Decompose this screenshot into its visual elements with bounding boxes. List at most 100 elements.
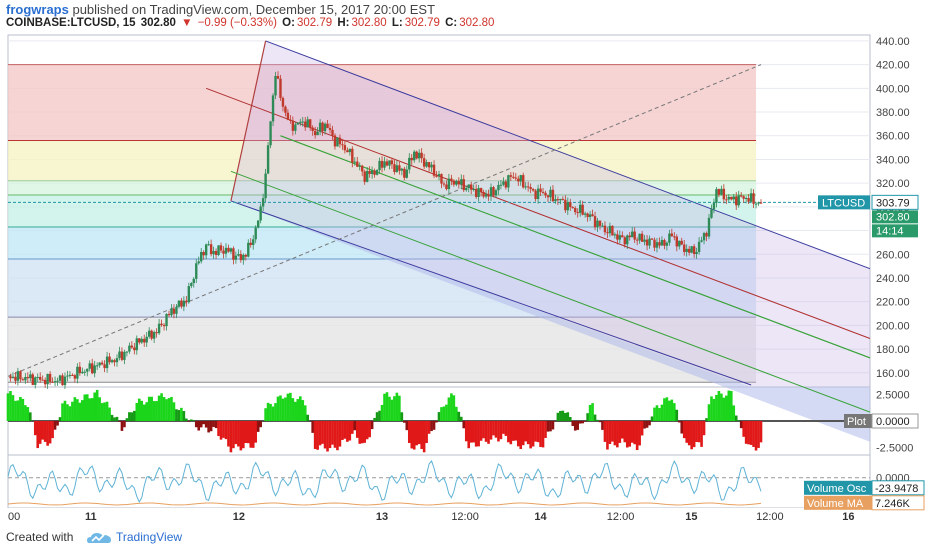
candle-body: [628, 235, 631, 238]
candle-body: [348, 148, 352, 153]
candle-body: [735, 196, 738, 206]
histogram-bar: [251, 421, 255, 448]
histogram-bar: [603, 421, 607, 442]
candle-body: [321, 122, 324, 132]
candle-body: [739, 195, 743, 197]
candle-body: [333, 135, 337, 147]
candle-body: [48, 373, 52, 382]
candle-body: [204, 244, 208, 256]
histogram-bar: [199, 421, 203, 428]
candle-body: [29, 374, 32, 379]
candle-body: [284, 106, 287, 113]
candle-body: [180, 300, 183, 307]
histogram-bar: [477, 421, 480, 447]
last-price-badge-text: 302.80: [876, 211, 910, 223]
histogram-bar: [36, 421, 40, 449]
histogram-bar: [115, 416, 119, 421]
candle-body: [385, 161, 389, 166]
histogram-bar: [536, 421, 540, 443]
histogram-bar: [502, 421, 505, 434]
candle-body: [370, 170, 374, 174]
candle-body: [170, 308, 173, 316]
price-tick-label: 240.00: [876, 273, 910, 285]
price-tick-label: 180.00: [876, 344, 910, 356]
candle-body: [375, 170, 379, 175]
histogram-bar: [363, 421, 366, 443]
candle-body: [462, 179, 465, 191]
candle-body: [420, 152, 423, 159]
close-label: C:: [445, 17, 458, 29]
candle-body: [254, 227, 257, 240]
histogram-bar: [338, 421, 342, 447]
candle-body: [549, 189, 552, 198]
countdown-badge: [872, 224, 918, 238]
candle-body: [361, 165, 364, 172]
candle-body: [212, 250, 215, 255]
histogram-bar: [509, 421, 513, 445]
candle-body: [536, 188, 540, 200]
candle-body: [683, 244, 686, 252]
candle-body: [737, 195, 740, 206]
last-price-badge: [872, 210, 918, 224]
chart-canvas[interactable]: 440.00 420.00 400.00 380.00 360.00 340.00 320.…: [0, 0, 932, 522]
candle-body: [76, 366, 79, 379]
candle-body: [192, 278, 195, 284]
histogram-bar: [673, 403, 676, 421]
candle-body: [417, 152, 421, 159]
histogram-bar: [752, 421, 755, 447]
histogram-bar: [668, 400, 671, 421]
candle-body: [422, 158, 426, 167]
histogram-bar: [279, 395, 282, 421]
histogram-bar: [125, 418, 129, 421]
candle-body: [368, 170, 371, 174]
candle-body: [606, 232, 609, 234]
candle-body: [39, 376, 42, 380]
candle-body: [145, 336, 148, 343]
histogram-bar: [635, 421, 639, 451]
tradingview-link[interactable]: TradingView: [116, 530, 183, 544]
histogram-bar: [398, 395, 401, 421]
candle-body: [618, 235, 622, 240]
histogram-bar: [690, 421, 693, 450]
candle-body: [504, 181, 508, 188]
histogram-bar: [328, 421, 332, 449]
histogram-bar: [437, 412, 441, 421]
candle-body: [663, 239, 666, 246]
histogram-bar: [313, 421, 317, 449]
plot-name-text: Plot: [847, 416, 866, 428]
candle-body: [244, 254, 247, 257]
histogram-bar: [464, 421, 468, 442]
candle-body: [591, 214, 594, 217]
histogram-bar: [135, 402, 139, 421]
candle-body: [157, 323, 161, 334]
candle-body: [445, 184, 448, 190]
candle-body: [276, 75, 280, 79]
histogram-bar: [321, 421, 324, 444]
histogram-bar: [298, 396, 302, 421]
candle-body: [98, 362, 101, 366]
candle-body: [596, 220, 599, 228]
histogram-bar: [373, 417, 376, 421]
author-name[interactable]: frogwraps: [6, 2, 69, 17]
candle-body: [200, 251, 203, 262]
histogram-bar: [442, 406, 446, 421]
histogram-bar: [576, 421, 580, 430]
histogram-bar: [519, 421, 523, 450]
candle-body: [224, 247, 228, 254]
price-tick-label: 320.00: [876, 178, 910, 190]
histogram-bar: [455, 406, 458, 421]
candle-body: [138, 338, 141, 343]
fib-band: [8, 195, 757, 227]
candle-body: [185, 300, 188, 303]
histogram-bar: [266, 402, 270, 421]
candle-body: [286, 112, 290, 120]
candle-body: [160, 323, 163, 326]
histogram-bar: [11, 395, 15, 421]
candle-body: [442, 183, 446, 185]
candle-body: [351, 148, 354, 163]
candle-body: [175, 306, 178, 314]
histogram-bar: [623, 421, 627, 443]
time-tick-label: 11: [85, 511, 97, 522]
histogram-bar: [21, 398, 25, 421]
histogram-bar: [246, 421, 250, 444]
